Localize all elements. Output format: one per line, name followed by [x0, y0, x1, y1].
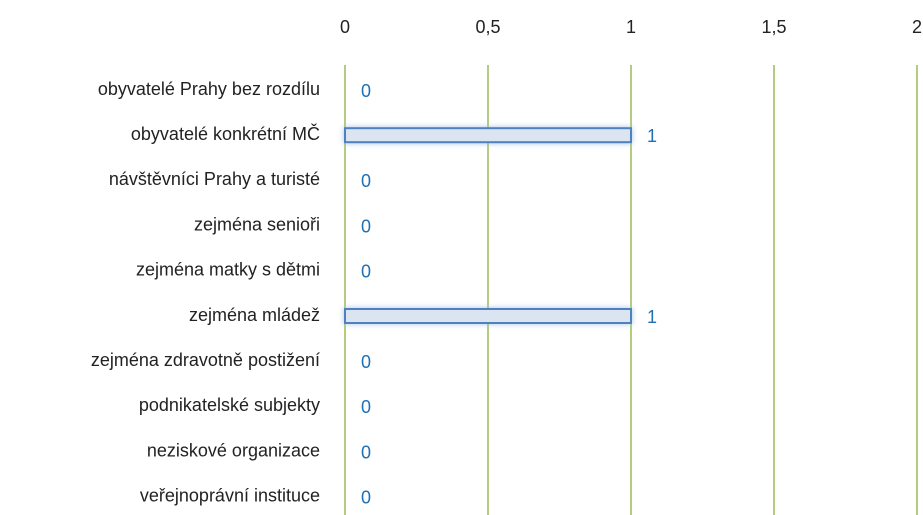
- x-tick-label: 0,5: [475, 17, 500, 37]
- value-label: 0: [361, 352, 371, 372]
- y-tick-label: neziskové organizace: [147, 440, 320, 460]
- y-tick-label: zejména mládež: [189, 305, 320, 325]
- x-tick-label: 1,5: [761, 17, 786, 37]
- value-label: 0: [361, 171, 371, 191]
- x-tick-label: 1: [626, 17, 636, 37]
- y-tick-label: návštěvníci Prahy a turisté: [109, 169, 320, 189]
- value-label: 0: [361, 397, 371, 417]
- value-label: 0: [361, 216, 371, 236]
- bar: [344, 308, 632, 324]
- value-label: 1: [647, 307, 657, 327]
- y-tick-label: veřejnoprávní instituce: [140, 486, 320, 506]
- y-tick-label: obyvatelé Prahy bez rozdílu: [98, 79, 320, 99]
- y-tick-label: obyvatelé konkrétní MČ: [131, 123, 320, 144]
- y-tick-label: zejména senioři: [194, 214, 320, 234]
- value-label: 1: [647, 126, 657, 146]
- value-label: 0: [361, 488, 371, 508]
- x-tick-label: 2: [912, 17, 922, 37]
- value-label: 0: [361, 262, 371, 282]
- bar: [344, 127, 632, 144]
- y-tick-label: podnikatelské subjekty: [139, 395, 320, 415]
- y-tick-label: zejména zdravotně postižení: [91, 350, 320, 370]
- x-tick-label: 0: [340, 17, 350, 37]
- y-tick-label: zejména matky s dětmi: [136, 260, 320, 280]
- value-label: 0: [361, 81, 371, 101]
- value-label: 0: [361, 442, 371, 462]
